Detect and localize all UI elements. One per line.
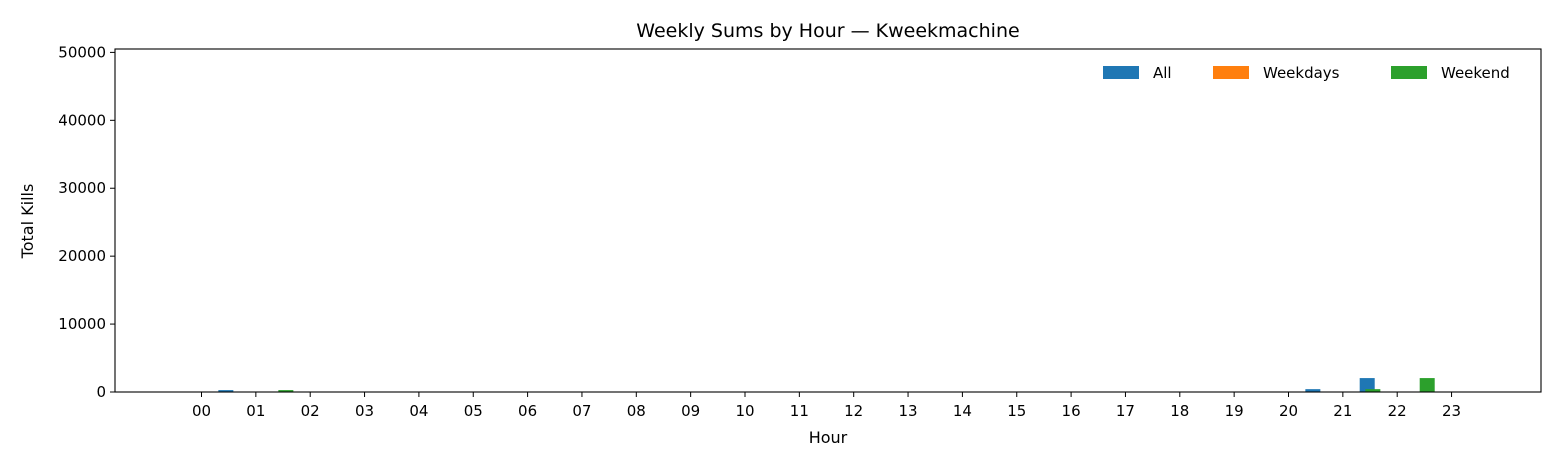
x-tick-label: 03 [355, 402, 374, 420]
legend-label-weekdays: Weekdays [1263, 64, 1340, 82]
x-tick-label: 20 [1279, 402, 1298, 420]
x-tick-label: 15 [1007, 402, 1026, 420]
legend-swatch-weekdays [1213, 66, 1249, 79]
legend-label-all: All [1153, 64, 1172, 82]
x-tick-label: 21 [1333, 402, 1352, 420]
x-tick-label: 17 [1116, 402, 1135, 420]
x-tick-label: 10 [735, 402, 754, 420]
x-tick-label: 06 [518, 402, 537, 420]
x-tick-label: 02 [301, 402, 320, 420]
y-axis-label: Total Kills [18, 184, 37, 260]
x-axis-label: Hour [809, 428, 848, 447]
x-tick-label: 14 [953, 402, 972, 420]
x-tick-label: 11 [790, 402, 809, 420]
x-tick-label: 19 [1225, 402, 1244, 420]
y-tick-label: 50000 [58, 43, 106, 61]
y-tick-label: 30000 [58, 179, 106, 197]
x-tick-label: 05 [464, 402, 483, 420]
x-tick-label: 01 [246, 402, 265, 420]
x-tick-label: 22 [1388, 402, 1407, 420]
legend-swatch-weekend [1391, 66, 1427, 79]
x-tick-label: 09 [681, 402, 700, 420]
y-tick-label: 10000 [58, 315, 106, 333]
bar-all-01 [218, 390, 234, 392]
legend-swatch-all [1103, 66, 1139, 79]
y-tick-label: 40000 [58, 111, 106, 129]
legend: All Weekdays Weekend [1103, 64, 1510, 82]
x-tick-label: 04 [409, 402, 428, 420]
x-tick-label: 23 [1442, 402, 1461, 420]
x-tick-label: 18 [1170, 402, 1189, 420]
x-tick-label: 00 [192, 402, 211, 420]
x-tick-label: 08 [627, 402, 646, 420]
x-tick-label: 12 [844, 402, 863, 420]
bar-weekend-01 [278, 390, 294, 392]
bar-weekend-21 [1365, 389, 1381, 392]
y-tick-label: 0 [96, 383, 106, 401]
plot-area: 0 10000 20000 30000 40000 50000 00 01 02 03 04 05 06… [58, 43, 1542, 420]
y-tick-label: 20000 [58, 247, 106, 265]
x-tick-label: 16 [1062, 402, 1081, 420]
x-tick-label: 13 [899, 402, 918, 420]
axes-frame [114, 48, 1542, 393]
chart-title: Weekly Sums by Hour — Kweekmachine [636, 20, 1019, 42]
bar-weekend-22 [1419, 378, 1435, 392]
x-tick-label: 07 [572, 402, 591, 420]
bar-all-22 [1359, 378, 1375, 392]
bar-all-21 [1305, 389, 1321, 392]
legend-label-weekend: Weekend [1441, 64, 1510, 82]
